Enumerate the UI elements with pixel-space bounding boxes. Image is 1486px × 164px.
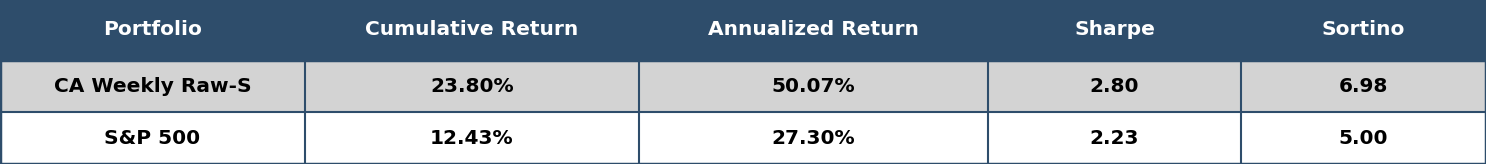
Text: 2.80: 2.80 [1089,77,1140,96]
Text: 5.00: 5.00 [1339,129,1388,148]
Bar [988,112,1241,164]
Bar [639,0,988,60]
Text: 2.23: 2.23 [1089,129,1140,148]
Text: Cumulative Return: Cumulative Return [366,20,578,39]
Bar [1241,0,1486,60]
Bar [1241,112,1486,164]
Bar [639,60,988,112]
Bar [305,0,639,60]
Bar [988,60,1241,112]
Text: Sharpe: Sharpe [1074,20,1155,39]
Text: Sortino: Sortino [1321,20,1406,39]
Text: 23.80%: 23.80% [429,77,514,96]
Text: 50.07%: 50.07% [771,77,856,96]
Bar [0,60,305,112]
Text: 12.43%: 12.43% [429,129,514,148]
Text: 27.30%: 27.30% [771,129,856,148]
Bar [305,60,639,112]
Text: Annualized Return: Annualized Return [709,20,918,39]
Bar [988,0,1241,60]
Bar [1241,60,1486,112]
Bar [0,112,305,164]
Text: CA Weekly Raw-S: CA Weekly Raw-S [53,77,251,96]
Bar [0,0,305,60]
Text: Portfolio: Portfolio [103,20,202,39]
Text: 6.98: 6.98 [1339,77,1388,96]
Bar [305,112,639,164]
Text: S&P 500: S&P 500 [104,129,201,148]
Bar [639,112,988,164]
